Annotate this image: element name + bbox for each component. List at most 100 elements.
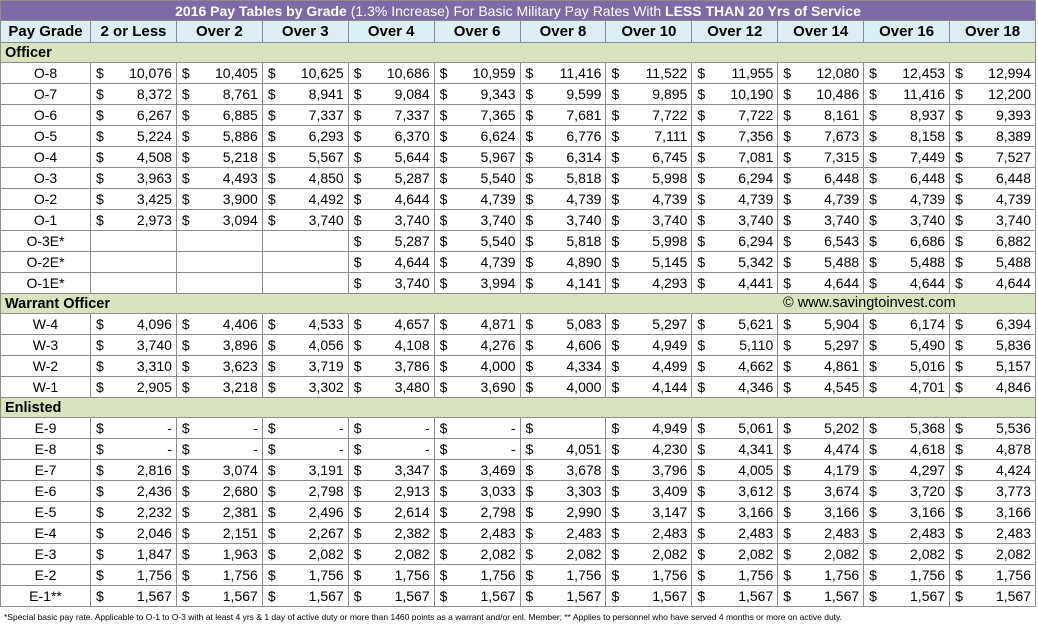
currency: $ [267,420,276,436]
amount: 4,474 [824,441,860,457]
currency: $ [353,212,362,228]
amount: 7,527 [995,149,1031,165]
pay-cell: $12,994 [949,62,1036,84]
pay-cell: $3,720 [863,480,951,502]
amount: 1,567 [566,588,602,604]
pay-cell: $6,174 [863,313,951,335]
amount: 4,739 [480,254,516,270]
currency: $ [697,86,706,102]
currency: $ [697,275,706,291]
pay-cell: $4,276 [433,334,521,356]
amount: 9,084 [394,86,430,102]
pay-cell: $4,739 [691,188,779,210]
pay-cell [90,272,177,294]
pay-grade: O-3 [0,167,91,189]
amount: 2,496 [308,504,344,520]
currency: $ [697,337,706,353]
pay-cell: $2,082 [777,543,865,565]
currency: $ [869,275,877,291]
pay-cell: $3,740 [949,209,1036,231]
currency: $ [267,588,276,604]
currency: $ [611,588,620,604]
amount: 4,499 [652,358,688,374]
pay-row: O-2 $3,425 $3,900 $4,492 $4,644 $4,739 $4,739 $… [0,188,1036,210]
amount: 5,621 [738,316,774,332]
amount: 4,878 [995,441,1031,457]
currency: $ [267,128,276,144]
amount: 6,314 [566,149,602,165]
amount: 4,846 [995,379,1031,395]
currency: $ [955,65,963,81]
currency: $ [869,316,877,332]
pay-cell: $1,756 [261,564,349,586]
amount: 4,618 [910,441,946,457]
currency: $ [353,546,362,562]
amount: - [424,420,430,436]
currency: $ [267,212,276,228]
amount: 5,016 [910,358,946,374]
pay-cell: $4,533 [261,313,349,335]
pay-cell: $1,567 [433,585,521,607]
amount: 1,756 [136,567,172,583]
amount: 2,913 [394,483,430,499]
currency: $ [439,86,448,102]
currency: $ [353,254,362,270]
column-header: 2 or Less [90,20,177,43]
currency: $ [955,128,963,144]
currency: $ [869,379,877,395]
amount: 10,076 [129,65,172,81]
currency: $ [783,107,792,123]
pay-cell: $4,739 [519,188,607,210]
pay-cell: $3,896 [175,334,263,356]
pay-grade: E-8 [0,438,91,460]
amount: 7,722 [738,107,774,123]
currency: $ [611,420,620,436]
pay-cell: $5,818 [519,167,607,189]
pay-cell: $4,739 [433,188,521,210]
pay-cell: $1,567 [347,585,435,607]
pay-cell: $10,625 [261,62,349,84]
pay-cell: $3,469 [433,459,521,481]
pay-cell: $5,145 [605,251,693,273]
currency: $ [697,233,706,249]
amount: 3,773 [995,483,1031,499]
pay-row: E-6 $2,436 $2,680 $2,798 $2,913 $3,033 $3,303 $… [0,480,1036,502]
currency: $ [697,420,706,436]
currency: $ [783,441,792,457]
pay-cell: $1,567 [90,585,177,607]
pay-cell: $4,000 [519,376,607,398]
pay-cell: $ - [90,438,177,460]
pay-cell: $4,871 [433,313,521,335]
pay-cell: $3,166 [949,501,1036,523]
pay-cell: $6,624 [433,125,521,147]
amount: 3,166 [910,504,946,520]
pay-cell: $10,076 [90,62,177,84]
amount: 3,740 [652,212,688,228]
pay-cell: $9,393 [949,104,1036,126]
pay-cell: $5,016 [863,355,951,377]
section-row: Enlisted [0,397,1036,418]
currency: $ [783,379,792,395]
pay-cell: $8,161 [777,104,865,126]
pay-cell: $3,740 [261,209,349,231]
pay-cell: $5,488 [863,251,951,273]
currency: $ [96,191,104,207]
currency: $ [525,379,534,395]
pay-cell: $1,567 [261,585,349,607]
amount: 7,081 [738,149,774,165]
amount: 1,567 [394,588,430,604]
currency: $ [869,420,877,436]
pay-cell: $2,798 [433,501,521,523]
pay-cell: $2,082 [433,543,521,565]
amount: 2,798 [308,483,344,499]
pay-grade: O-1E* [0,272,91,294]
pay-row: W-3 $3,740 $3,896 $4,056 $4,108 $4,276 $4,606 $… [0,334,1036,356]
amount: 7,449 [910,149,946,165]
currency: $ [611,441,620,457]
amount: 3,166 [824,504,860,520]
amount: - [510,420,516,436]
pay-cell: $4,334 [519,355,607,377]
amount: 3,796 [652,462,688,478]
currency: $ [697,316,706,332]
pay-cell: $5,287 [347,230,435,252]
